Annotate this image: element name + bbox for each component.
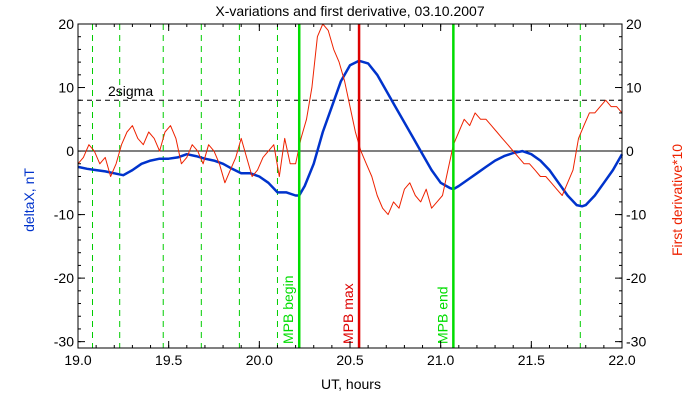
x-tick-label: 20.5 [336,352,363,368]
y-tick-label-right: 0 [626,143,634,159]
threshold-label: 2sigma [108,83,153,99]
x-tick-label: 22.0 [608,352,635,368]
deltax-series-line [77,59,624,208]
y-axis-label-right: First derivative*10 [669,144,685,256]
y-tick-label-right: -20 [626,270,646,286]
y-tick-label-left: 10 [58,80,74,96]
chart-title: X-variations and first derivative, 03.10… [215,3,484,19]
x-tick-label: 20.0 [246,352,273,368]
y-tick-label-left: 0 [66,143,74,159]
x-axis-label: UT, hours [321,376,381,392]
x-tick-label: 21.5 [518,352,545,368]
y-tick-label-left: -20 [54,270,74,286]
y-tick-label-right: 20 [626,16,642,32]
y-tick-label-right: -30 [626,334,646,350]
event-label: MPB begin [280,276,296,344]
y-axis-label-left: deltaX, nT [21,168,37,232]
x-tick-label: 19.0 [64,352,91,368]
y-tick-label-left: -10 [54,207,74,223]
x-tick-label: 19.5 [155,352,182,368]
event-label: MPB end [434,286,450,344]
y-tick-label-left: 20 [58,16,74,32]
x-tick-label: 21.0 [427,352,454,368]
y-tick-label-left: -30 [54,334,74,350]
event-lines: MPB begin MPB max MPB end [280,24,455,348]
reference-lines [78,24,622,348]
series-group [77,23,624,216]
derivative-series-line [77,23,623,216]
axis-ticks: 19.0 19.5 20.0 20.5 21.0 21.5 22.0 20 20 10 10 0 0 -1… [54,16,647,368]
y-tick-label-right: 10 [626,80,642,96]
y-tick-label-right: -10 [626,207,646,223]
event-label: MPB max [340,283,356,344]
